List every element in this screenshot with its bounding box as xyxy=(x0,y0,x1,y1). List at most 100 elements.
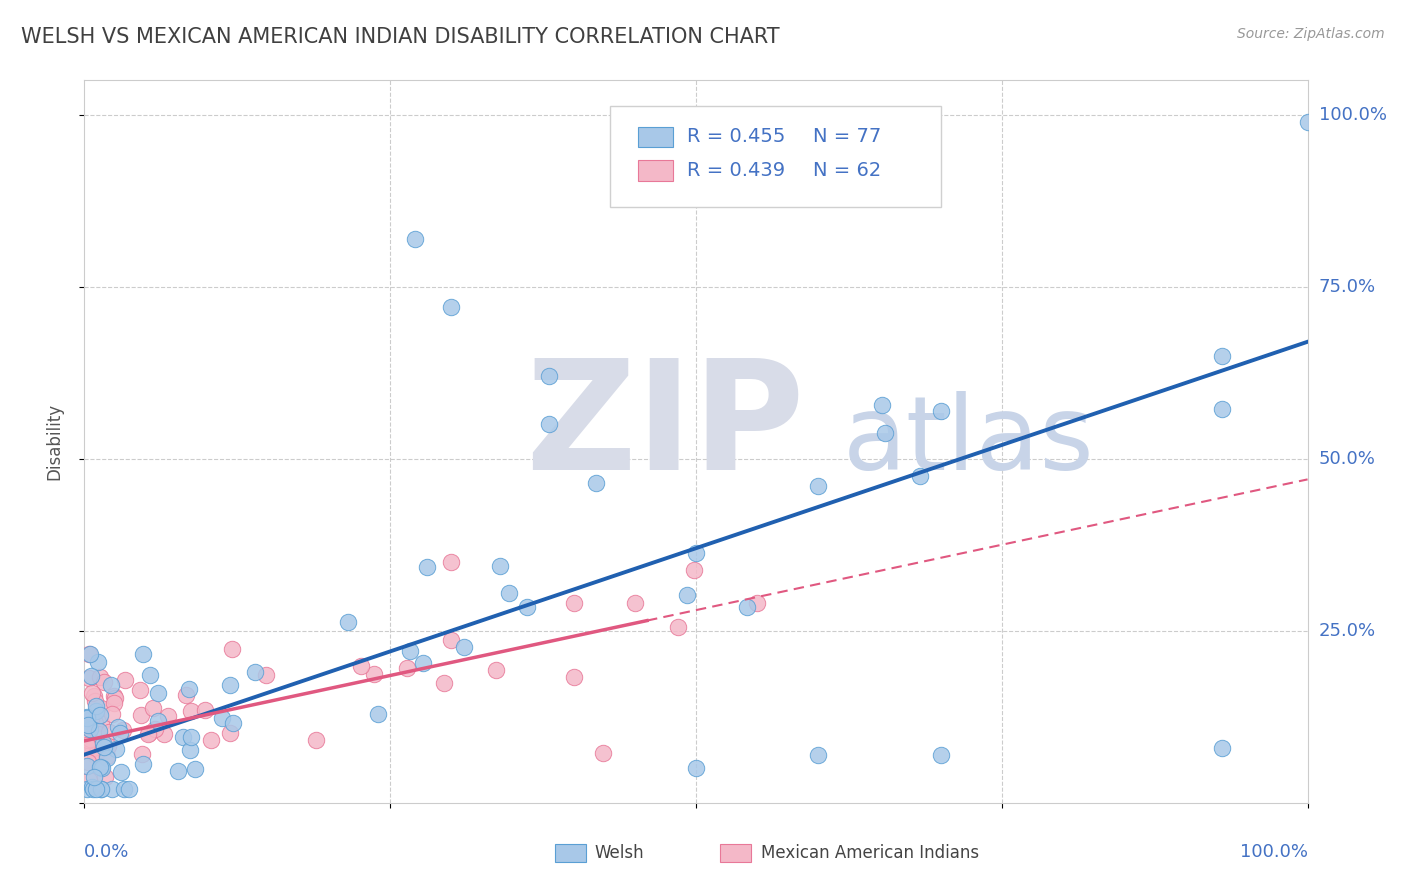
Text: N = 77: N = 77 xyxy=(814,128,882,146)
Point xyxy=(222,715,245,730)
Point xyxy=(219,678,242,692)
Point xyxy=(807,479,830,493)
Y-axis label: Disability: Disability xyxy=(45,403,63,480)
Point xyxy=(129,708,152,723)
Point xyxy=(97,739,120,754)
Point xyxy=(538,417,561,432)
Point xyxy=(76,711,98,725)
Point xyxy=(91,737,114,751)
Point xyxy=(112,723,135,737)
Point xyxy=(84,746,107,760)
Point xyxy=(682,564,704,578)
Text: 100.0%: 100.0% xyxy=(1319,105,1386,124)
Text: N = 62: N = 62 xyxy=(814,161,882,180)
FancyBboxPatch shape xyxy=(720,844,751,862)
Point xyxy=(747,596,769,610)
FancyBboxPatch shape xyxy=(638,161,672,181)
Point xyxy=(90,700,112,714)
Point xyxy=(194,703,217,717)
Point xyxy=(807,747,830,762)
Point xyxy=(184,762,207,776)
Point xyxy=(97,725,120,739)
Point xyxy=(82,782,104,797)
Point xyxy=(84,704,107,718)
Point xyxy=(440,632,463,647)
Point xyxy=(96,748,118,763)
Point xyxy=(666,620,689,634)
Point xyxy=(910,468,932,483)
Point xyxy=(685,761,707,775)
Point xyxy=(433,676,456,690)
Point xyxy=(100,678,122,692)
Point xyxy=(153,727,176,741)
Point xyxy=(221,642,243,657)
Point xyxy=(76,723,98,738)
Point xyxy=(128,683,150,698)
Point xyxy=(139,668,162,682)
Point xyxy=(90,782,112,797)
Point xyxy=(77,732,100,747)
Point xyxy=(83,770,105,784)
Point xyxy=(180,704,202,718)
Text: R = 0.455: R = 0.455 xyxy=(688,128,786,146)
Point xyxy=(1211,401,1233,416)
Point xyxy=(76,717,98,731)
Point xyxy=(79,722,101,736)
Point xyxy=(1211,349,1233,363)
Point xyxy=(735,600,758,615)
Point xyxy=(89,670,111,684)
Point xyxy=(350,659,373,673)
Point xyxy=(76,759,98,773)
Point xyxy=(211,711,233,725)
Point xyxy=(872,398,894,412)
Point xyxy=(93,739,115,754)
Point xyxy=(367,707,389,722)
Point xyxy=(180,731,202,745)
Point xyxy=(80,669,103,683)
Point xyxy=(873,425,896,440)
FancyBboxPatch shape xyxy=(555,844,586,862)
Point xyxy=(516,600,538,615)
Point xyxy=(132,647,155,661)
Point xyxy=(103,690,125,704)
Point xyxy=(176,688,198,702)
Point xyxy=(91,761,114,775)
Point xyxy=(87,723,110,738)
Text: 0.0%: 0.0% xyxy=(84,843,129,861)
Point xyxy=(498,586,520,600)
Point xyxy=(562,670,585,684)
Point xyxy=(90,715,112,730)
Point xyxy=(538,369,561,384)
Point xyxy=(77,772,100,787)
Text: 25.0%: 25.0% xyxy=(1319,622,1376,640)
Point xyxy=(172,730,194,744)
Text: WELSH VS MEXICAN AMERICAN INDIAN DISABILITY CORRELATION CHART: WELSH VS MEXICAN AMERICAN INDIAN DISABIL… xyxy=(21,27,780,46)
Point xyxy=(412,656,434,670)
Point xyxy=(395,661,418,675)
Point xyxy=(398,643,420,657)
Point xyxy=(80,686,103,700)
Point xyxy=(131,747,153,761)
Point xyxy=(118,782,141,797)
Point xyxy=(1296,114,1319,128)
Point xyxy=(80,780,103,794)
Text: 75.0%: 75.0% xyxy=(1319,277,1376,296)
Point xyxy=(485,663,508,677)
Point xyxy=(79,731,101,746)
Point xyxy=(83,747,105,762)
Point xyxy=(200,733,222,747)
Point xyxy=(685,545,707,559)
Point xyxy=(107,720,129,734)
Point xyxy=(104,690,127,705)
Point xyxy=(142,701,165,715)
Point xyxy=(453,640,475,654)
Point xyxy=(489,558,512,573)
Point xyxy=(96,751,118,765)
Point xyxy=(79,671,101,685)
Point xyxy=(1211,740,1233,755)
Point xyxy=(219,726,242,740)
Point xyxy=(363,666,385,681)
Point xyxy=(143,722,166,736)
Point xyxy=(166,764,188,778)
Point xyxy=(146,714,169,729)
